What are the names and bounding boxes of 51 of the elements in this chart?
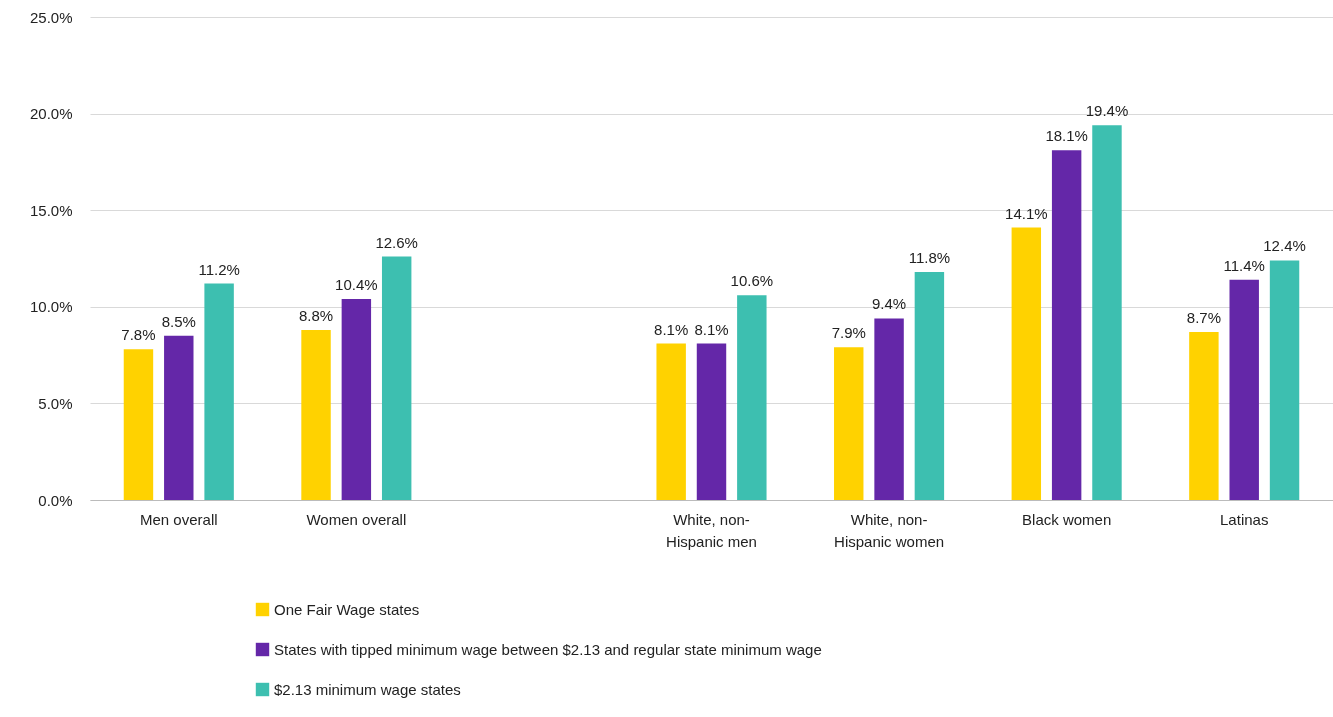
- bar: [696, 343, 727, 500]
- data-label: 9.4%: [871, 295, 907, 313]
- bar: [381, 256, 412, 500]
- legend-label: States with tipped minimum wage between $2.13 and regular state minimum wage: [274, 640, 822, 658]
- data-label: 8.5%: [161, 312, 196, 330]
- data-label: 8.8%: [298, 306, 334, 324]
- x-tick-label: Black women: [1022, 510, 1112, 528]
- bar: [1229, 279, 1259, 500]
- bar: [164, 335, 194, 500]
- bar: [1269, 260, 1300, 500]
- bar: [656, 343, 686, 500]
- y-tick-label: 10.0%: [29, 298, 73, 316]
- data-label: 11.2%: [198, 260, 240, 278]
- y-tick-label: 25.0%: [29, 8, 73, 26]
- data-label: 7.8%: [121, 326, 156, 344]
- data-label: 19.4%: [1085, 102, 1129, 120]
- y-tick-label: 15.0%: [29, 201, 73, 219]
- y-tick-label: 20.0%: [29, 105, 73, 123]
- bar: [204, 283, 234, 500]
- x-tick-label: Women overall: [306, 510, 407, 528]
- bar: [737, 295, 767, 500]
- x-tick-label: Men overall: [140, 510, 218, 528]
- x-tick-label: White, non-Hispanic women: [834, 510, 945, 550]
- data-label: 11.8%: [908, 249, 951, 267]
- y-tick-label: 5.0%: [38, 394, 73, 412]
- x-tick-label: Latinas: [1220, 510, 1269, 528]
- bar: [874, 318, 904, 500]
- data-label: 8.7%: [1186, 308, 1221, 326]
- data-label: 8.1%: [694, 320, 729, 338]
- bar: [914, 272, 945, 500]
- data-label: 10.6%: [730, 272, 774, 290]
- data-label: 14.1%: [1005, 204, 1048, 222]
- data-label: 10.4%: [335, 276, 378, 294]
- bar: [301, 329, 331, 500]
- bar: [341, 299, 372, 500]
- data-label: 8.1%: [654, 320, 689, 338]
- bar: [1189, 331, 1219, 500]
- x-tick-label: White, non-Hispanic men: [666, 510, 757, 550]
- bar: [834, 347, 864, 500]
- data-label: 11.4%: [1223, 256, 1265, 274]
- data-label: 18.1%: [1045, 127, 1088, 145]
- bar: [123, 349, 154, 500]
- bar: [1011, 227, 1042, 500]
- data-label: 12.6%: [375, 233, 418, 251]
- data-label: 12.4%: [1263, 237, 1306, 255]
- bar: [1051, 150, 1082, 500]
- bar: [1092, 125, 1122, 500]
- y-tick-label: 0.0%: [38, 491, 73, 509]
- legend-label: One Fair Wage states: [274, 600, 420, 618]
- data-label: 7.9%: [831, 324, 866, 342]
- legend-label: $2.13 minimum wage states: [274, 680, 461, 698]
